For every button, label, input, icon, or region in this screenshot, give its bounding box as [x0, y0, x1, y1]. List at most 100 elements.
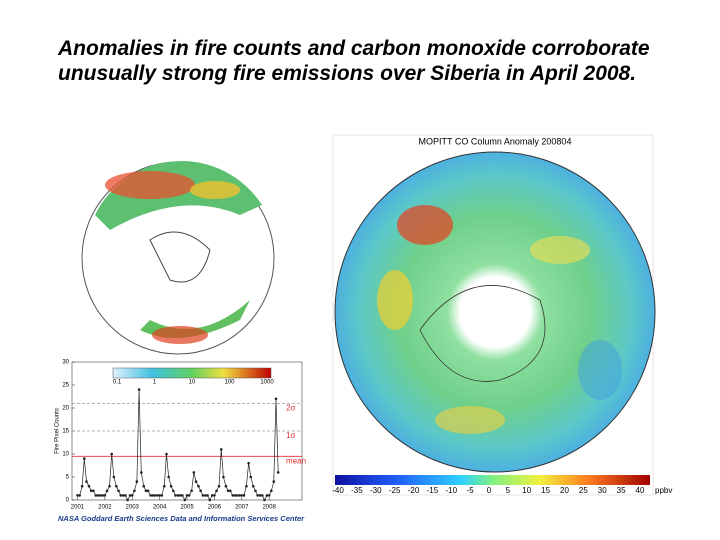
data-point — [96, 494, 100, 497]
data-point — [190, 489, 193, 493]
data-point — [226, 489, 230, 493]
y-tick-label: 20 — [62, 406, 69, 412]
data-point — [187, 494, 191, 497]
data-point — [76, 494, 79, 497]
data-point — [249, 475, 253, 479]
data-point — [178, 494, 182, 497]
data-point — [258, 494, 262, 497]
data-point — [92, 489, 95, 493]
data-point — [263, 498, 266, 502]
fire-chart: Fire Pixel Counts 0 5 10 15 20 25 30 2001 2002 200… — [55, 360, 306, 511]
data-point — [208, 498, 212, 502]
data-point — [94, 494, 98, 497]
data-point — [144, 489, 148, 493]
data-point — [233, 494, 237, 497]
data-point — [254, 489, 257, 493]
data-point — [80, 484, 84, 488]
data-point — [276, 471, 280, 474]
data-point — [115, 484, 118, 488]
x-tick-label: 2003 — [126, 505, 140, 511]
x-tick-label: 2001 — [71, 505, 85, 511]
data-point — [167, 475, 170, 479]
y-axis-label: Fire Pixel Counts — [55, 408, 61, 454]
data-point — [242, 494, 246, 497]
data-point — [119, 494, 123, 497]
data-point — [206, 494, 209, 497]
data-point — [149, 494, 152, 497]
y-tick-label: 25 — [62, 383, 69, 389]
data-point — [204, 494, 207, 497]
data-point — [78, 494, 81, 497]
fire-colorbar — [112, 367, 272, 379]
data-point — [169, 484, 173, 488]
data-point — [183, 498, 187, 502]
data-point — [158, 494, 161, 497]
data-point — [139, 471, 143, 474]
data-point — [153, 494, 157, 497]
data-point — [176, 494, 180, 497]
reference-label: mean — [286, 456, 306, 465]
colorbar-tick-label: 20 — [560, 486, 569, 495]
data-point — [272, 480, 276, 483]
co-colorbar — [335, 475, 650, 485]
colorbar-tick-label: 100 — [224, 380, 235, 386]
data-point — [98, 494, 102, 497]
colorbar-tick-label: 40 — [636, 486, 645, 495]
data-point — [245, 484, 248, 488]
y-tick-label: 0 — [66, 498, 70, 504]
reference-label: 1σ — [286, 431, 295, 440]
colorbar-tick-label: -40 — [332, 486, 344, 495]
data-point — [222, 475, 225, 479]
data-point — [110, 452, 114, 456]
footer: NASA Goddard Earth Sciences Data and Inf… — [58, 514, 305, 523]
data-point — [201, 494, 205, 497]
series-line — [77, 389, 279, 501]
data-point — [156, 494, 159, 497]
data-point — [247, 461, 250, 465]
data-point — [135, 480, 139, 483]
data-point — [85, 480, 88, 483]
x-tick-label: 2006 — [208, 505, 222, 511]
data-point — [270, 489, 273, 493]
colorbar-tick-label: 15 — [541, 486, 550, 495]
reference-label: 2σ — [286, 404, 295, 413]
colorbar-tick-label: -5 — [467, 486, 475, 495]
data-point — [192, 471, 196, 474]
data-point — [103, 494, 107, 497]
data-point — [126, 498, 129, 502]
data-point — [128, 494, 132, 497]
data-point — [235, 494, 239, 497]
x-tick-label: 2002 — [98, 505, 112, 511]
data-point — [83, 457, 86, 460]
data-point — [174, 494, 177, 497]
data-point — [181, 494, 184, 497]
data-point — [240, 494, 244, 497]
data-point — [87, 484, 91, 488]
data-point — [219, 448, 223, 451]
co-map — [334, 151, 656, 473]
data-point — [238, 494, 241, 497]
colorbar-tick-label: 35 — [617, 486, 626, 495]
data-point — [228, 489, 232, 493]
data-point — [160, 494, 164, 497]
data-point — [108, 484, 111, 488]
colorbar-tick-label: 5 — [506, 486, 511, 495]
data-point — [130, 494, 134, 497]
data-point — [274, 397, 278, 401]
data-point — [101, 494, 104, 497]
colorbar-tick-label: 1 — [153, 380, 157, 386]
x-tick-label: 2005 — [180, 505, 194, 511]
data-point — [267, 494, 271, 497]
colorbar-tick-label: 10 — [189, 380, 196, 386]
slide-title: Anomalies in fire counts and carbon mono… — [58, 37, 650, 85]
data-point — [137, 388, 141, 391]
colorbar-tick-label: -35 — [351, 486, 363, 495]
data-point — [162, 484, 166, 488]
data-point — [231, 494, 235, 497]
data-point — [117, 489, 120, 493]
data-point — [251, 484, 255, 488]
fire-map — [81, 161, 275, 355]
data-point — [105, 489, 109, 493]
